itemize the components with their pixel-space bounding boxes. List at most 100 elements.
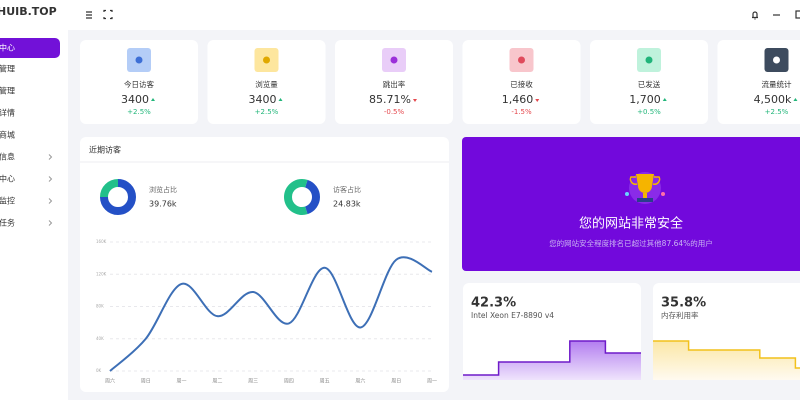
y-tick-label: 0K [96,368,102,373]
sidebar [0,0,68,400]
step-line [463,340,641,376]
trend-arrow [412,99,417,102]
active-item-bg [0,38,60,58]
stat-change: +0.5% [637,108,661,116]
stat-card [590,40,708,124]
x-tick-label: 周五 [320,379,330,385]
stat-label: 跳出率 [383,79,406,89]
line [109,256,433,372]
stat-card [335,40,453,124]
step-line [653,340,800,369]
x-tick-label: 周六 [105,378,115,385]
trophy-base [637,198,653,202]
chevron [48,176,53,182]
sidebar-item[interactable]: 管理 [0,64,15,74]
x-tick-label: 周日 [391,379,401,385]
brand: HUIB.TOP [0,5,57,18]
stat-value: 1,460 [502,93,534,106]
x-tick-label: 周三 [248,379,258,385]
memory-label: 内存利用率 [661,310,699,320]
card-title: 近期访客 [89,145,121,155]
donut-segment [100,179,136,215]
trophy-icon [625,172,665,204]
stat-value: 85.71% [369,93,411,106]
stat-label: 流量统计 [762,79,792,89]
stat-card [80,40,198,124]
donut-label: 访客占比 [333,185,361,194]
security-banner [462,137,800,271]
step-area [463,341,641,380]
trophy-handles [629,176,661,185]
cpu-value: 42.3% [471,296,516,311]
stat-change: -0.5% [384,108,405,116]
menu-icon[interactable] [86,11,92,19]
donut-label: 浏览占比 [149,185,177,194]
y-tick-label: 40K [96,336,104,341]
stat-value: 1,700 [629,93,661,106]
donut-segment [304,179,320,215]
stat-change: +2.5% [255,108,279,116]
sidebar-item[interactable]: 中心 [0,43,15,53]
sidebar-item[interactable]: 中心 [0,174,15,184]
donut-segment [100,179,119,198]
trophy-cup [636,174,654,193]
x-tick-label: 周六 [355,378,365,385]
spark [661,192,665,196]
sidebar-item[interactable]: 信息 [0,152,15,162]
trend-arrow [278,98,283,101]
x-tick-label: 周日 [141,379,151,385]
trend-arrow [793,98,798,101]
chevron [48,154,53,160]
stat-value: 3400 [121,93,149,106]
bell-icon[interactable] [752,11,758,20]
y-tick-label: 80K [96,304,104,309]
stat-change: +2.5% [765,108,789,116]
stat-change: +2.5% [127,108,151,116]
sidebar-item[interactable]: 监控 [0,196,15,206]
stat-label: 已接收 [510,79,533,89]
sidebar-item[interactable]: 管理 [0,86,15,96]
stat-icon-glyph [518,56,525,64]
stat-value: 4,500k [754,93,792,106]
stat-icon-glyph [645,56,653,64]
chevron [48,220,53,226]
banner-title: 您的网站非常安全 [579,216,683,232]
chevron [48,198,53,204]
x-tick-label: 周一 [427,379,437,385]
y-tick-label: 160K [96,239,107,244]
donut-segment [284,179,308,215]
stat-icon-glyph [773,56,780,64]
fullscreen-icon[interactable] [103,9,113,20]
stat-change: -1.5% [511,108,532,116]
x-tick-label: 周一 [177,379,187,385]
trend-arrow [151,98,155,101]
stat-card [462,40,581,124]
trend-arrow [535,99,540,102]
banner-text: 您的网站安全程度排名已超过其他87.64%的用户 [549,238,713,248]
sidebar-item[interactable]: 任务 [0,218,15,228]
stat-label: 已发送 [638,79,661,89]
stat-label: 浏览量 [255,79,278,89]
stat-value: 3400 [249,93,277,106]
x-tick-label: 周四 [284,379,294,385]
trophy-stem [643,193,647,198]
stat-icon-glyph [390,56,398,64]
donut-value: 39.76k [149,200,177,209]
stat-card [207,40,326,124]
sidebar-item[interactable]: 详情 [0,108,15,118]
stat-label: 今日访客 [124,79,154,89]
y-tick-label: 120K [96,271,107,276]
cpu-label: Intel Xeon E7-8890 v4 [471,311,554,320]
memory-value: 35.8% [661,296,706,311]
visitors-card [80,137,449,392]
x-tick-label: 周二 [212,379,222,385]
stat-icon-glyph [263,56,270,64]
trend-arrow [662,98,667,101]
spark [625,192,629,196]
donut-value: 24.83k [333,200,361,209]
sidebar-item[interactable]: 商城 [0,130,15,140]
stat-icon-glyph [135,56,143,64]
topbar [68,0,800,30]
